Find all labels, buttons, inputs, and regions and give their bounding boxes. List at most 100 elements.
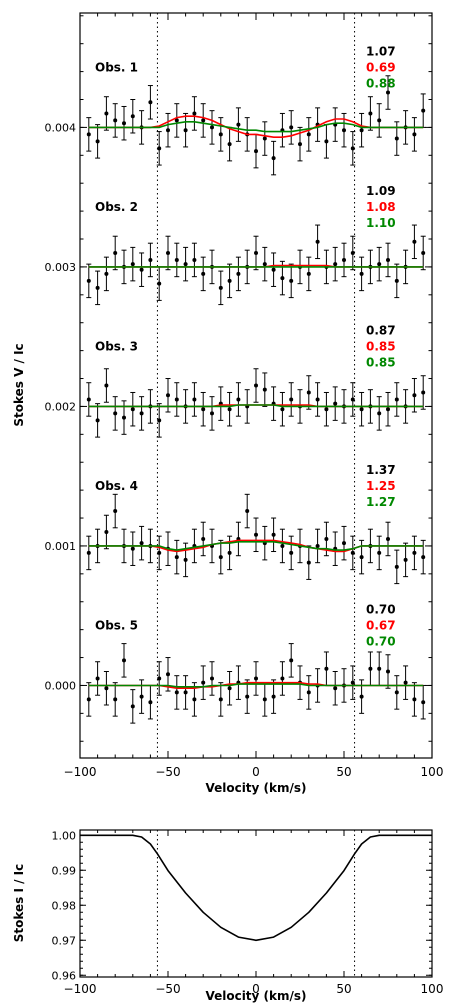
data-point xyxy=(262,387,267,392)
data-point xyxy=(254,383,258,388)
data-point xyxy=(289,278,294,283)
data-point xyxy=(139,411,144,416)
observation-3: Obs. 3 0.87 0.85 0.85 xyxy=(86,323,426,438)
stokes-v-axis-ticks: −100 −50 0 50 100 0.000 0.001 0.002 0.003 0.004 xyxy=(45,13,444,779)
data-point xyxy=(359,555,364,560)
x-tick-label: −100 xyxy=(64,982,97,996)
data-point xyxy=(218,555,223,560)
data-point xyxy=(350,680,355,685)
data-point xyxy=(122,415,126,420)
data-point xyxy=(166,672,170,677)
data-point xyxy=(342,257,346,262)
data-point xyxy=(157,418,162,423)
y-tick-label: 0.001 xyxy=(45,540,77,553)
data-point xyxy=(130,704,135,709)
data-point xyxy=(306,390,311,395)
stokes-i-ylabel: Stokes I / Ic xyxy=(12,864,26,943)
data-point xyxy=(113,411,118,416)
data-point xyxy=(157,146,162,151)
data-point xyxy=(342,541,346,546)
data-point xyxy=(157,550,162,555)
data-point xyxy=(122,658,126,663)
data-point xyxy=(113,118,118,123)
stokes-i-axis-ticks: −100 −50 0 50 100 0.96 0.97 0.98 0.99 1.00 xyxy=(52,829,444,996)
stokes-i-panel: −100 −50 0 50 100 0.96 0.97 0.98 0.99 1.00 Veloci… xyxy=(12,829,443,1003)
data-point xyxy=(166,393,170,398)
data-point xyxy=(201,118,206,123)
data-point xyxy=(377,411,382,416)
data-point xyxy=(262,697,267,702)
data-point xyxy=(192,111,197,116)
model-green-line xyxy=(88,404,424,408)
data-point xyxy=(315,543,320,548)
data-point xyxy=(201,407,206,412)
data-point xyxy=(130,546,135,551)
data-point xyxy=(201,271,206,276)
data-point xyxy=(174,118,179,123)
x-tick-label: −50 xyxy=(155,765,180,779)
data-point xyxy=(86,278,91,283)
data-point xyxy=(254,532,258,537)
data-point xyxy=(394,690,399,695)
data-point xyxy=(236,397,241,402)
data-point xyxy=(218,285,223,290)
data-point xyxy=(394,564,399,569)
data-point xyxy=(412,239,417,244)
model-green-line xyxy=(88,683,424,688)
data-point xyxy=(271,694,276,699)
data-point xyxy=(139,267,144,272)
data-point xyxy=(104,383,109,388)
data-point xyxy=(306,132,311,137)
y-tick-label: 0.97 xyxy=(52,934,77,947)
data-point xyxy=(324,139,329,144)
data-point xyxy=(377,262,382,267)
data-point xyxy=(174,555,179,560)
data-point xyxy=(350,550,355,555)
data-point xyxy=(350,397,355,402)
data-point xyxy=(166,250,170,255)
data-point xyxy=(174,690,179,695)
data-point xyxy=(386,669,390,674)
data-point xyxy=(271,156,276,161)
data-point xyxy=(157,281,162,286)
fit-value-3: 0.70 xyxy=(366,634,396,648)
x-tick-label: 100 xyxy=(421,765,444,779)
fit-value-2: 1.25 xyxy=(366,479,396,493)
data-point xyxy=(421,390,426,395)
data-point xyxy=(262,136,267,141)
data-point xyxy=(148,257,153,262)
data-point xyxy=(377,666,382,671)
x-tick-label: 100 xyxy=(421,982,444,996)
data-point xyxy=(86,697,91,702)
data-point xyxy=(377,118,382,123)
data-point xyxy=(148,100,153,105)
data-point xyxy=(359,271,364,276)
fit-value-3: 1.27 xyxy=(366,495,396,509)
data-point xyxy=(262,262,267,267)
data-point xyxy=(104,271,109,276)
data-point xyxy=(333,262,338,267)
data-point xyxy=(403,557,408,562)
y-tick-label: 0.004 xyxy=(45,121,77,134)
data-point xyxy=(306,690,311,695)
stokes-i-profile-line xyxy=(80,834,432,942)
y-tick-label: 0.003 xyxy=(45,261,77,274)
data-point xyxy=(342,128,346,133)
data-point xyxy=(130,262,135,267)
data-point xyxy=(350,250,355,255)
x-tick-label: 50 xyxy=(336,982,351,996)
y-tick-label: 0.000 xyxy=(45,679,77,692)
fit-value-2: 0.67 xyxy=(366,618,396,632)
data-point xyxy=(218,132,223,137)
data-point xyxy=(183,128,188,133)
stokes-v-ylabel: Stokes V / Ic xyxy=(12,343,26,426)
observation-4: Obs. 4 1.37 1.25 1.27 xyxy=(86,463,426,585)
stokes-v-xlabel: Velocity (km/s) xyxy=(205,781,306,795)
data-point xyxy=(386,257,390,262)
data-point xyxy=(324,666,329,671)
fit-value-2: 1.08 xyxy=(366,200,396,214)
fit-value-3: 0.88 xyxy=(366,76,396,90)
data-point xyxy=(271,267,276,272)
observation-label: Obs. 4 xyxy=(95,479,138,493)
observation-1: Obs. 1 1.07 0.69 0.88 xyxy=(86,44,426,176)
